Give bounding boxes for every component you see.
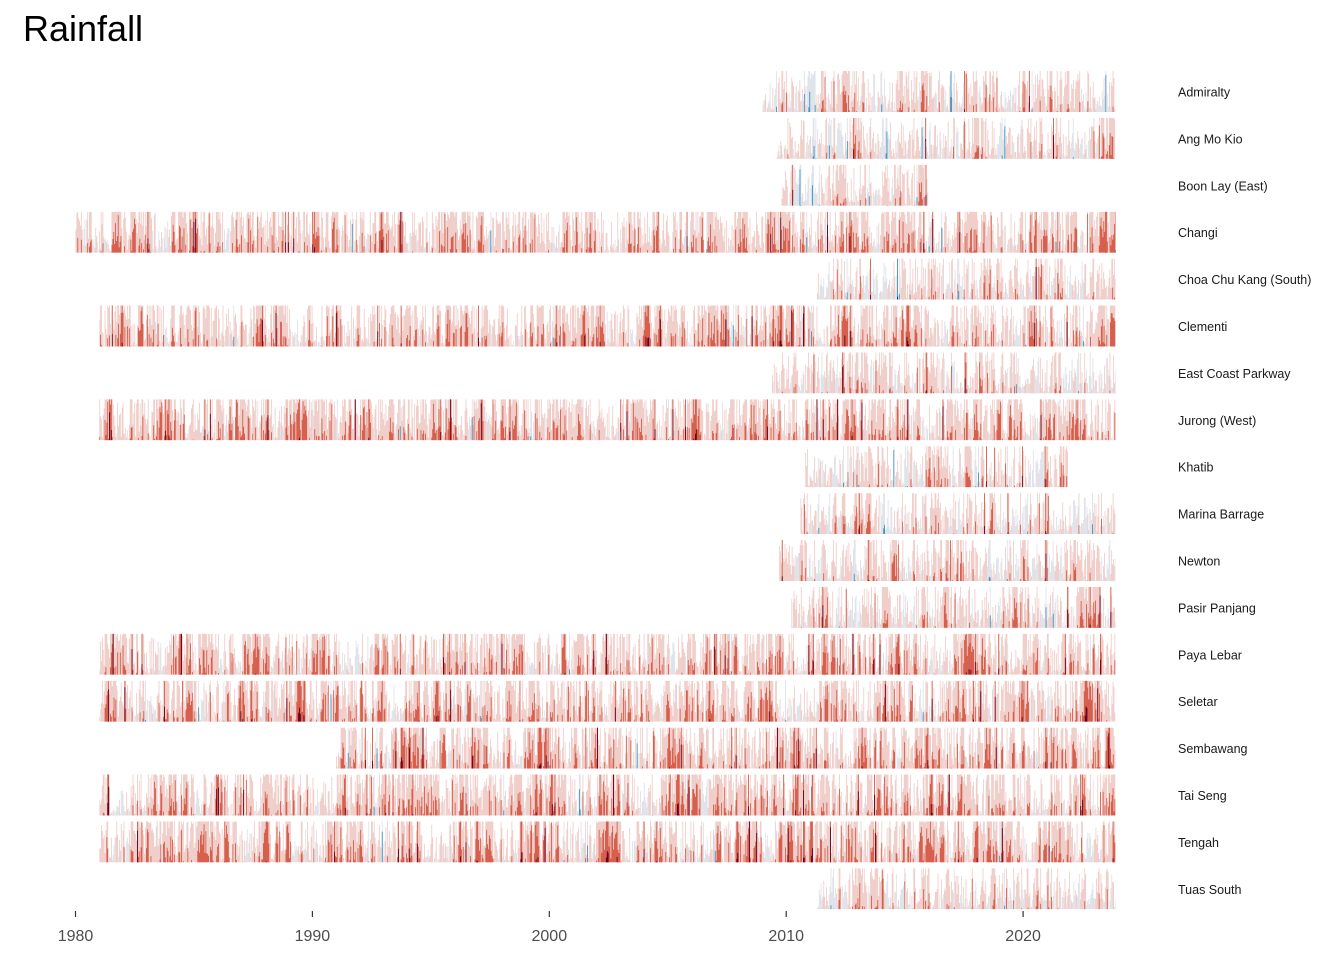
station-label: Choa Chu Kang (South): [1178, 273, 1311, 287]
horizon-band: [781, 164, 929, 206]
horizon-band: [817, 258, 1116, 300]
horizon-band: [817, 868, 1116, 910]
horizon-band: [800, 493, 1116, 535]
horizon-row: [75, 211, 1116, 253]
station-label: Newton: [1178, 555, 1220, 569]
horizon-band: [762, 71, 1116, 112]
station-label: Boon Lay (East): [1178, 179, 1268, 193]
station-label: Clementi: [1178, 320, 1227, 334]
horizon-row: [99, 399, 1116, 441]
station-label: Admiralty: [1178, 86, 1231, 100]
horizon-row: [99, 774, 1116, 816]
horizon-band: [790, 586, 1116, 628]
horizon-band: [776, 117, 1116, 159]
horizon-band: [99, 821, 1116, 863]
horizon-band: [805, 446, 1068, 488]
horizon-band: [340, 727, 1114, 769]
horizon-band: [336, 727, 1116, 769]
horizon-band: [762, 71, 1116, 112]
horizon-band: [99, 680, 1116, 722]
x-tick-label: 2000: [532, 928, 568, 945]
horizon-band: [762, 71, 1116, 112]
horizon-band: [77, 211, 1116, 253]
horizon-row: [336, 727, 1116, 769]
x-tick-label: 1980: [58, 928, 94, 945]
horizon-band: [347, 743, 638, 769]
horizon-band: [817, 258, 1116, 300]
station-label: Tuas South: [1178, 883, 1242, 897]
horizon-band: [781, 164, 929, 206]
horizon-row: [762, 71, 1116, 112]
horizon-row: [781, 164, 929, 206]
station-label: Sembawang: [1178, 742, 1248, 756]
horizon-row: [779, 540, 1116, 581]
horizon-band: [776, 117, 1116, 159]
horizon-row: [776, 117, 1116, 159]
horizon-band: [790, 586, 1116, 628]
horizon-band: [800, 493, 1116, 535]
horizon-band: [772, 352, 1113, 394]
horizon-band: [99, 821, 1116, 863]
horizon-row: [99, 680, 1116, 722]
horizon-band: [99, 680, 1116, 722]
horizon-band: [781, 164, 929, 206]
horizon-band: [99, 680, 1116, 722]
horizon-row: [99, 633, 1116, 675]
horizon-band: [779, 540, 1116, 581]
horizon-band: [99, 633, 1116, 675]
station-label: Ang Mo Kio: [1178, 132, 1243, 146]
station-label: Jurong (West): [1178, 414, 1256, 428]
horizon-band: [99, 305, 1116, 347]
horizon-row: [805, 446, 1068, 488]
horizon-row: [800, 493, 1116, 535]
horizon-band: [779, 540, 1116, 581]
horizon-row: [817, 258, 1116, 300]
horizon-band: [99, 305, 1116, 347]
chart-title: Rainfall: [23, 8, 144, 49]
horizon-band: [99, 633, 1116, 675]
horizon-band: [790, 586, 1116, 628]
x-tick-label: 2020: [1005, 928, 1041, 945]
horizon-band: [776, 117, 1116, 159]
horizon-band: [99, 774, 1116, 816]
horizon-row: [99, 305, 1116, 347]
station-label: Changi: [1178, 226, 1218, 240]
horizon-band: [779, 540, 1116, 581]
station-label: Marina Barrage: [1178, 508, 1264, 522]
horizon-band: [99, 774, 1116, 816]
horizon-row: [99, 821, 1116, 863]
horizon-band: [781, 169, 929, 206]
horizon-band: [99, 399, 1116, 441]
x-tick-label: 1990: [295, 928, 331, 945]
horizon-band: [817, 258, 1116, 300]
station-label: Pasir Panjang: [1178, 601, 1256, 615]
station-label: Khatib: [1178, 461, 1213, 475]
station-label: Seletar: [1178, 695, 1218, 709]
station-label: Tengah: [1178, 836, 1219, 850]
station-label: Tai Seng: [1178, 789, 1227, 803]
station-label: Paya Lebar: [1178, 648, 1242, 662]
horizon-row: [790, 586, 1116, 628]
horizon-row: [772, 352, 1116, 394]
horizon-band: [817, 868, 1115, 910]
horizon-row: [817, 868, 1116, 910]
station-label: East Coast Parkway: [1178, 367, 1291, 381]
x-tick-label: 2010: [768, 928, 804, 945]
